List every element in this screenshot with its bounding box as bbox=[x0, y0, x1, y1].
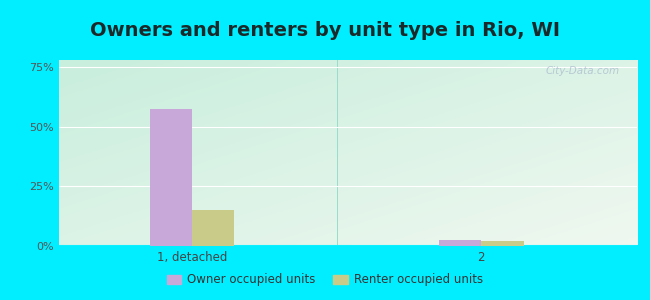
Text: City-Data.com: City-Data.com bbox=[545, 66, 619, 76]
Text: Owners and renters by unit type in Rio, WI: Owners and renters by unit type in Rio, … bbox=[90, 21, 560, 40]
Bar bbox=[192, 210, 234, 246]
Bar bbox=[150, 109, 192, 246]
Bar bbox=[481, 241, 523, 246]
Bar bbox=[439, 240, 481, 246]
Legend: Owner occupied units, Renter occupied units: Owner occupied units, Renter occupied un… bbox=[162, 269, 488, 291]
